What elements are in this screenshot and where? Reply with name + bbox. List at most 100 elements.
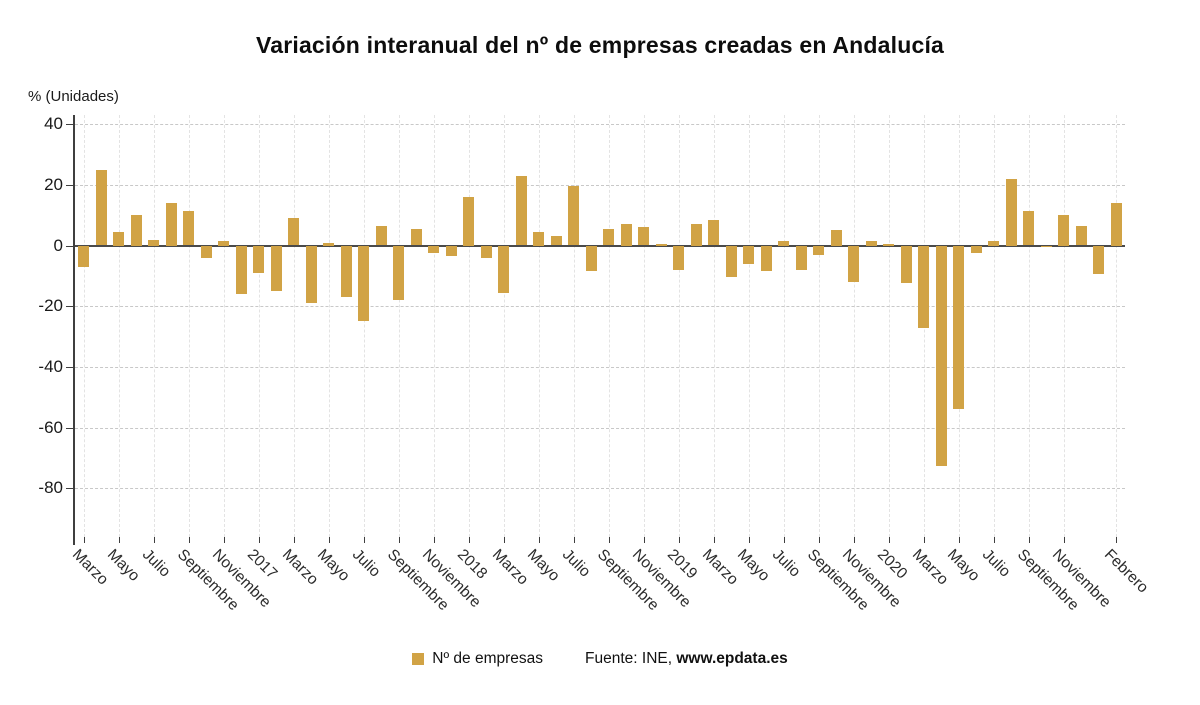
vertical-gridline <box>188 115 190 537</box>
horizontal-gridline <box>75 124 1125 126</box>
vertical-gridline <box>783 115 785 537</box>
x-tick-mark <box>888 537 890 543</box>
y-tick-mark <box>66 245 73 247</box>
vertical-gridline <box>888 115 890 537</box>
bar <box>1058 215 1070 246</box>
bar <box>708 219 720 246</box>
legend-item: Nº de empresas <box>412 650 543 668</box>
bar <box>183 210 195 246</box>
bar <box>673 245 685 270</box>
vertical-gridline <box>678 115 680 537</box>
bar <box>1023 210 1035 246</box>
x-tick-label: Julio <box>768 546 804 581</box>
bar <box>428 245 440 254</box>
bar <box>358 245 370 322</box>
x-axis-labels: Marzo Mayo Julio Septiembre Noviembre 2017 Mar… <box>0 537 1200 655</box>
x-tick-mark <box>643 537 645 543</box>
bar <box>323 242 335 246</box>
horizontal-gridline <box>75 306 1125 308</box>
x-tick-label: Julio <box>348 546 384 581</box>
x-tick-label: Marzo <box>698 546 742 589</box>
bar <box>900 245 912 284</box>
x-tick-label: Mayo <box>943 546 983 585</box>
x-tick-mark <box>503 537 505 543</box>
bar <box>743 245 755 264</box>
bar <box>1040 245 1052 247</box>
x-tick-label: Julio <box>978 546 1014 581</box>
y-tick-mark <box>66 184 73 186</box>
bar <box>690 224 702 246</box>
bar <box>78 245 90 267</box>
y-axis-unit-label: % (Unidades) <box>28 88 119 105</box>
x-tick-label: Julio <box>138 546 174 581</box>
chart-title: Variación interanual del nº de empresas … <box>255 32 945 58</box>
y-tick-mark <box>66 427 73 429</box>
vertical-gridline <box>83 115 85 537</box>
bar <box>410 228 422 246</box>
horizontal-gridline <box>75 367 1125 368</box>
horizontal-gridline <box>75 184 1125 186</box>
y-tick-label: 20 <box>44 174 63 194</box>
y-tick-label: -60 <box>38 417 63 437</box>
bar <box>445 245 457 257</box>
x-tick-mark <box>328 537 330 543</box>
vertical-gridline <box>468 115 470 537</box>
plot-area: 40 20 0 -20 -40 -60 -80 <box>38 114 1125 545</box>
bar <box>953 245 965 410</box>
vertical-gridline <box>573 115 575 537</box>
bar <box>235 245 247 295</box>
x-tick-mark <box>923 537 925 543</box>
bar <box>620 224 632 246</box>
x-tick-mark <box>853 537 855 543</box>
bar <box>935 245 947 466</box>
y-tick-mark <box>66 488 73 490</box>
y-tick-label: -80 <box>38 478 63 498</box>
bar <box>113 231 125 246</box>
bar <box>848 245 860 282</box>
y-tick-mark <box>66 306 73 308</box>
bar <box>480 245 492 258</box>
vertical-gridline <box>853 115 855 537</box>
x-tick-mark <box>188 537 190 543</box>
bar <box>1005 178 1017 246</box>
vertical-gridline <box>818 115 820 537</box>
legend-swatch <box>412 653 425 665</box>
vertical-gridline <box>1028 115 1030 537</box>
bar <box>550 236 562 246</box>
bar <box>988 241 1000 246</box>
y-tick-label: 40 <box>44 114 63 134</box>
vertical-gridline <box>293 115 295 537</box>
vertical-gridline <box>538 115 540 537</box>
x-tick-mark <box>223 537 225 543</box>
bar <box>795 245 807 270</box>
bar <box>970 245 982 254</box>
bar <box>813 245 825 255</box>
bar <box>1093 245 1105 275</box>
bar <box>760 245 772 272</box>
x-tick-mark <box>83 537 85 543</box>
bar <box>148 239 160 246</box>
bar <box>375 225 387 246</box>
x-tick-mark <box>118 537 120 543</box>
bar <box>1110 203 1122 246</box>
bar <box>200 245 212 258</box>
bar <box>340 245 352 298</box>
x-tick-mark <box>1063 537 1065 543</box>
vertical-gridline <box>433 115 435 537</box>
bar <box>130 215 142 246</box>
bar <box>305 245 317 304</box>
bar <box>830 230 842 246</box>
y-tick-label: 0 <box>53 235 63 255</box>
source-prefix: Fuente: INE, <box>585 650 677 667</box>
x-tick-mark <box>363 537 365 543</box>
vertical-gridline <box>993 115 995 537</box>
x-tick-label: Febrero <box>1101 546 1152 597</box>
x-tick-mark <box>293 537 295 543</box>
vertical-gridline <box>223 115 225 537</box>
vertical-gridline <box>1063 115 1065 537</box>
legend-label: Nº de empresas <box>432 650 544 667</box>
source-link[interactable]: www.epdata.es <box>676 650 788 667</box>
bar <box>165 203 177 246</box>
x-tick-mark <box>153 537 155 543</box>
x-tick-mark <box>1116 537 1118 543</box>
